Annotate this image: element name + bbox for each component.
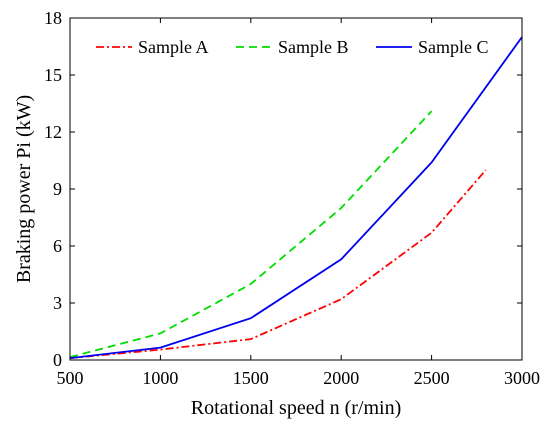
y-tick-label: 18 <box>44 8 62 28</box>
series-line-sample-c <box>69 36 523 359</box>
legend: Sample A Sample B Sample C <box>96 37 489 57</box>
legend-label: Sample C <box>418 37 489 57</box>
x-tick-label: 500 <box>57 368 84 388</box>
series-line-sample-a <box>69 169 487 359</box>
y-axis-label: Braking power Pi (kW) <box>13 95 35 283</box>
y-tick-label: 0 <box>53 350 62 370</box>
ticks-layer: 500 1000 1500 2000 2500 3000 0 3 6 9 12 15 18 <box>44 8 540 388</box>
legend-label: Sample A <box>138 37 209 57</box>
y-tick-label: 15 <box>44 65 62 85</box>
y-tick-label: 3 <box>53 293 62 313</box>
x-axis-label: Rotational speed n (r/min) <box>191 397 402 419</box>
series-layer <box>69 36 523 359</box>
x-tick-label: 1500 <box>233 368 269 388</box>
y-tick-label: 6 <box>53 236 62 256</box>
series-line-sample-b <box>69 110 433 358</box>
legend-label: Sample B <box>278 37 349 57</box>
plot-frame <box>69 17 523 361</box>
x-tick-label: 2000 <box>323 368 359 388</box>
x-tick-label: 2500 <box>414 368 450 388</box>
x-tick-label: 1000 <box>142 368 178 388</box>
y-tick-label: 9 <box>53 179 62 199</box>
y-tick-label: 12 <box>44 122 62 142</box>
x-tick-label: 3000 <box>504 368 540 388</box>
